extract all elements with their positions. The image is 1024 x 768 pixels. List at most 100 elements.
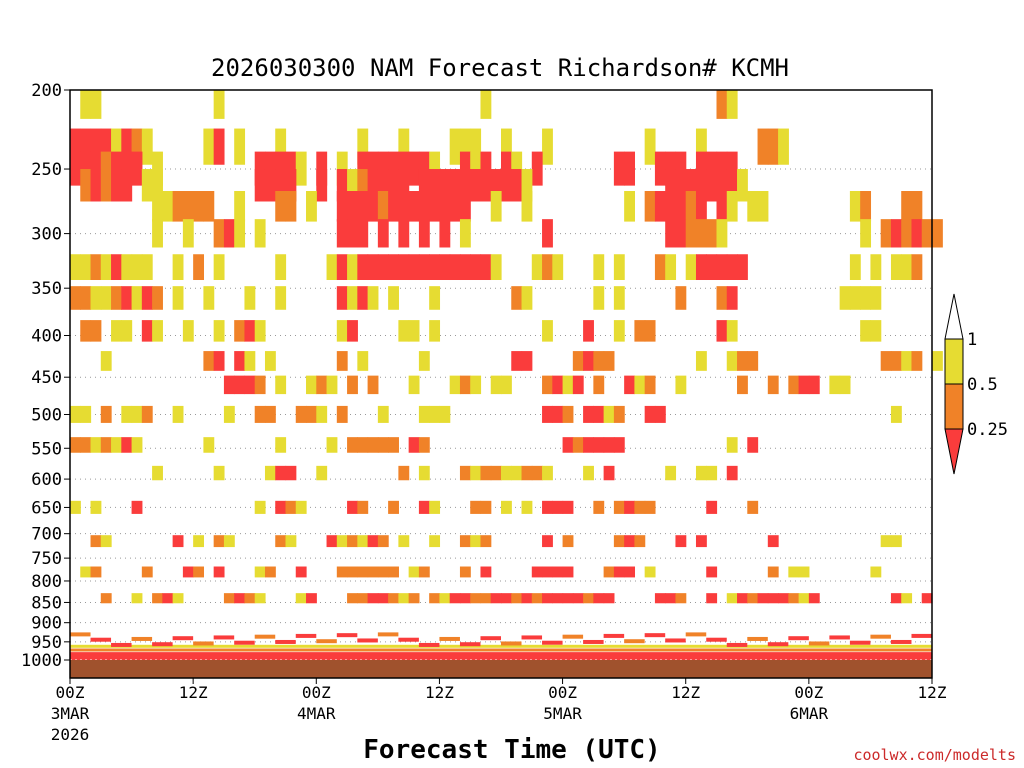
y-tick-label: 550 <box>31 439 62 459</box>
ri-cell <box>244 593 256 604</box>
surface-band <box>849 640 871 645</box>
ri-cell <box>172 535 184 548</box>
ri-cell <box>234 375 246 395</box>
ri-cell <box>357 566 369 578</box>
surface-band <box>70 644 932 648</box>
ri-cell <box>429 169 441 202</box>
ri-cell <box>439 254 451 281</box>
ri-cell <box>593 593 605 604</box>
ri-cell <box>490 465 502 481</box>
ri-cell <box>100 151 112 186</box>
ri-cell <box>542 405 553 423</box>
ri-cell <box>418 566 430 578</box>
ri-cell <box>459 190 471 222</box>
ri-cell <box>367 151 379 186</box>
surface-band <box>316 639 337 644</box>
ri-cell <box>285 169 297 202</box>
ri-cell <box>470 593 482 604</box>
x-tick-date: 6MAR <box>790 704 829 723</box>
ri-cell <box>757 128 769 165</box>
ri-cell <box>501 169 512 202</box>
legend-arrow-top <box>944 293 964 340</box>
surface-band <box>747 636 768 641</box>
ri-cell <box>285 190 297 222</box>
surface-band <box>501 641 522 646</box>
ri-cell <box>932 351 943 371</box>
ri-cell <box>593 286 605 310</box>
surface-band <box>624 639 645 644</box>
ri-cell <box>347 169 358 202</box>
ri-cell <box>613 286 625 310</box>
surface-band <box>377 632 399 637</box>
surface-band <box>562 634 584 639</box>
y-tick-label: 650 <box>31 498 62 518</box>
ri-cell <box>357 219 369 248</box>
ri-cell <box>778 593 789 604</box>
ri-cell <box>901 254 913 281</box>
ri-cell <box>213 465 225 481</box>
ri-cell <box>459 254 471 281</box>
ri-cell <box>131 437 143 453</box>
ri-cell <box>665 219 677 248</box>
ri-cell <box>644 190 656 222</box>
ri-cell <box>634 375 646 395</box>
ri-cell <box>429 151 441 186</box>
ri-cell <box>193 535 205 548</box>
ri-cell <box>480 151 492 186</box>
ri-cell <box>511 169 523 202</box>
ri-cell <box>470 151 482 186</box>
ri-cell <box>552 405 564 423</box>
ri-cell <box>654 190 666 222</box>
ri-cell <box>152 465 163 481</box>
ri-cell <box>911 190 923 222</box>
ri-cell <box>665 465 677 481</box>
ri-cell <box>80 90 92 119</box>
ri-cell <box>798 375 810 395</box>
ri-cell <box>531 254 543 281</box>
y-tick-label: 800 <box>31 572 62 592</box>
ri-cell <box>634 320 646 342</box>
ri-cell <box>593 405 605 423</box>
ri-cell <box>306 593 317 604</box>
ri-cell <box>501 375 512 395</box>
ri-cell <box>624 535 636 548</box>
ri-cell <box>193 566 205 578</box>
ri-cell <box>408 566 420 578</box>
ri-cell <box>234 351 246 371</box>
ri-cell <box>326 375 338 395</box>
ri-cell <box>470 465 482 481</box>
ri-cell <box>459 566 471 578</box>
ri-cell <box>542 375 553 395</box>
ri-cell <box>767 375 779 395</box>
ri-cell <box>603 465 615 481</box>
x-tick-label: 12Z <box>671 683 700 702</box>
ri-cell <box>757 593 769 604</box>
x-tick-label: 00Z <box>302 683 331 702</box>
surface-band <box>111 642 132 647</box>
ri-cell <box>234 593 246 604</box>
ri-cell <box>377 535 389 548</box>
x-tick-label: 00Z <box>794 683 823 702</box>
y-axis-ticks: 200 250 300 350 400 450 500 550 600 650 700 750 8008… <box>21 81 70 671</box>
ri-cell <box>347 286 358 310</box>
ri-cell <box>131 286 143 310</box>
ri-cell <box>203 128 215 165</box>
ri-cell <box>336 351 348 371</box>
ri-cell <box>398 320 410 342</box>
ri-cell <box>429 593 441 604</box>
ri-cell <box>388 169 399 202</box>
ri-cell <box>542 320 553 342</box>
surface-band <box>726 642 748 647</box>
surface-band <box>788 636 809 641</box>
ri-cell <box>675 593 687 604</box>
ri-cell <box>665 593 677 604</box>
ri-cell <box>80 405 92 423</box>
surface-band <box>172 636 194 641</box>
ri-cell <box>480 254 492 281</box>
ri-cell <box>306 375 317 395</box>
ri-cell <box>634 500 646 514</box>
ri-cell <box>244 351 256 371</box>
ri-cell <box>449 169 461 202</box>
ri-cell <box>264 169 276 202</box>
ri-cell <box>418 437 430 453</box>
